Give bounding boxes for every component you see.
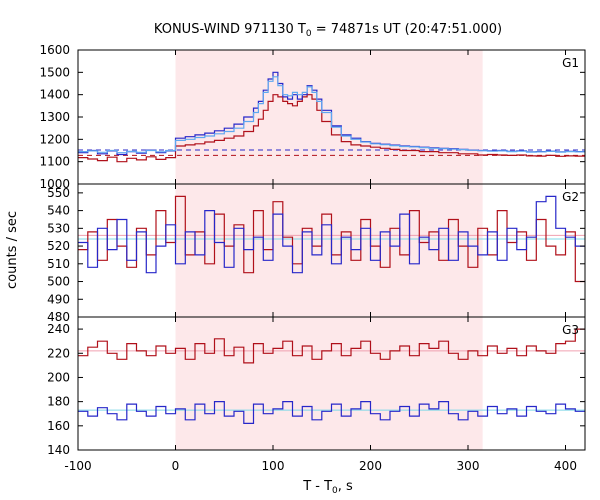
y-tick-label: 520 — [47, 239, 70, 253]
chart-title: KONUS-WIND 971130 T0 = 74871s UT (20:47:… — [154, 22, 502, 39]
y-tick-label: 160 — [47, 419, 70, 433]
y-tick-label: 240 — [47, 322, 70, 336]
series-g3-red — [78, 328, 585, 364]
panel-label: G1 — [562, 56, 579, 70]
y-tick-label: 140 — [47, 443, 70, 457]
x-tick-label: 200 — [359, 459, 382, 473]
series-g2-blue — [78, 195, 585, 274]
y-axis-label: counts / sec — [5, 211, 20, 289]
panel-g1: 1000 1100 1200 1300 1400 1500 1600 G1 — [39, 43, 586, 191]
x-tick-label: -100 — [64, 459, 91, 473]
y-tick-label: 1200 — [39, 132, 70, 146]
y-tick-label: 490 — [47, 292, 70, 306]
y-tick-label: 1600 — [39, 43, 70, 57]
y-tick-label: 500 — [47, 275, 70, 289]
y-tick-label: 1100 — [39, 155, 70, 169]
series-g1-light_blue — [78, 76, 585, 154]
y-tick-label: 550 — [47, 186, 70, 200]
x-tick-label: 0 — [172, 459, 180, 473]
series-g3-blue — [78, 401, 585, 424]
panel-g2: 480 490 500 510 520 530 540 550 G2 — [47, 183, 586, 324]
y-tick-label: 530 — [47, 221, 70, 235]
y-tick-label: 1400 — [39, 88, 70, 102]
y-tick-label: 540 — [47, 204, 70, 218]
y-tick-label: 220 — [47, 346, 70, 360]
x-tick-label: 100 — [262, 459, 285, 473]
panel-label: G2 — [562, 190, 579, 204]
panel-frame — [77, 316, 586, 451]
x-axis-label: T - T0, s — [302, 479, 353, 496]
y-tick-label: 480 — [47, 310, 70, 324]
y-tick-label: 1500 — [39, 65, 70, 79]
y-tick-label: 510 — [47, 257, 70, 271]
y-tick-label: 1000 — [39, 177, 70, 191]
y-tick-label: 1300 — [39, 110, 70, 124]
y-tick-label: 200 — [47, 370, 70, 384]
panel-label: G3 — [562, 323, 579, 337]
plot-area: 1000110012001300140015001600G14804905005… — [39, 43, 586, 473]
series-g1-red — [78, 94, 585, 163]
y-tick-label: 180 — [47, 395, 70, 409]
x-tick-label: 300 — [457, 459, 480, 473]
panel-g3: 140 160 180 200 220 240 G3 — [47, 316, 586, 457]
x-tick-label: 400 — [554, 459, 577, 473]
